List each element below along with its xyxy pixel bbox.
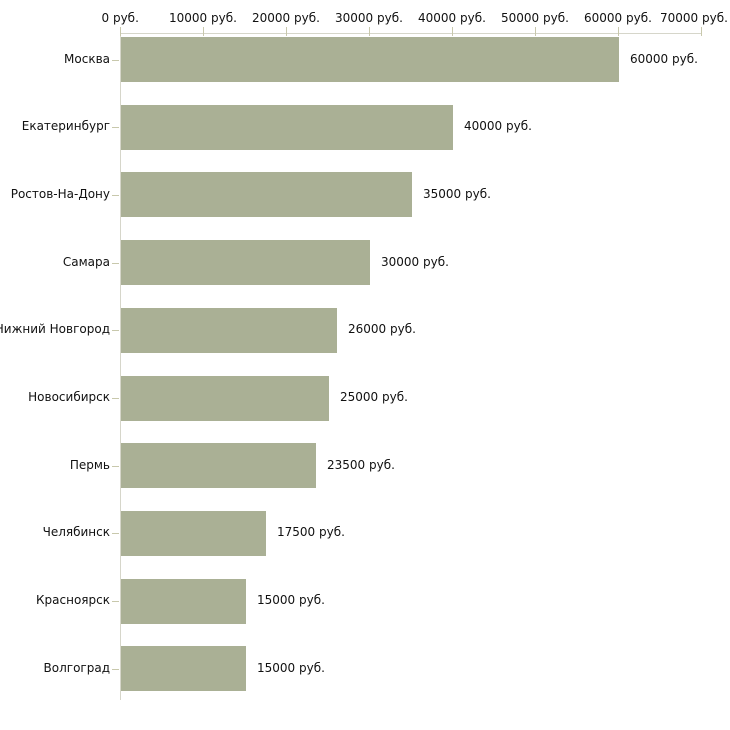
value-label: 17500 руб.	[277, 525, 345, 539]
x-axis-tick-label: 50000 руб.	[501, 11, 569, 25]
bar	[121, 240, 370, 285]
x-axis-tick	[618, 27, 619, 36]
y-axis-line	[120, 33, 121, 700]
bar	[121, 443, 316, 488]
x-axis-tick	[701, 27, 702, 36]
y-axis-tick	[112, 466, 119, 467]
x-axis-tick	[452, 27, 453, 36]
y-axis-tick	[112, 601, 119, 602]
y-axis-tick	[112, 195, 119, 196]
value-label: 30000 руб.	[381, 255, 449, 269]
value-label: 40000 руб.	[464, 119, 532, 133]
bar	[121, 172, 412, 217]
value-label: 60000 руб.	[630, 52, 698, 66]
y-axis-tick	[112, 533, 119, 534]
value-label: 35000 руб.	[423, 187, 491, 201]
category-label: Новосибирск	[28, 390, 110, 404]
category-label: Волгоград	[43, 661, 110, 675]
x-axis-tick	[286, 27, 287, 36]
category-label: Екатеринбург	[21, 119, 110, 133]
bar	[121, 37, 619, 82]
y-axis-tick	[112, 398, 119, 399]
value-label: 15000 руб.	[257, 661, 325, 675]
bar	[121, 511, 266, 556]
bar	[121, 646, 246, 691]
category-label: Красноярск	[36, 593, 110, 607]
value-label: 15000 руб.	[257, 593, 325, 607]
x-axis-tick	[535, 27, 536, 36]
value-label: 25000 руб.	[340, 390, 408, 404]
x-axis-tick-label: 40000 руб.	[418, 11, 486, 25]
category-label: Пермь	[69, 458, 110, 472]
bar	[121, 105, 453, 150]
x-axis-tick-label: 60000 руб.	[584, 11, 652, 25]
bar	[121, 579, 246, 624]
value-label: 26000 руб.	[348, 322, 416, 336]
category-label: Нижний Новгород	[0, 322, 110, 336]
category-label: Самара	[62, 255, 110, 269]
y-axis-tick	[112, 263, 119, 264]
category-label: Челябинск	[42, 525, 110, 539]
y-axis-tick	[112, 60, 119, 61]
x-axis-line	[120, 33, 702, 34]
bar	[121, 308, 337, 353]
value-label: 23500 руб.	[327, 458, 395, 472]
x-axis-tick	[203, 27, 204, 36]
x-axis-tick-label: 20000 руб.	[252, 11, 320, 25]
bar	[121, 376, 329, 421]
category-label: Ростов-На-Дону	[10, 187, 110, 201]
y-axis-tick	[112, 127, 119, 128]
x-axis-tick-label: 10000 руб.	[169, 11, 237, 25]
x-axis-tick	[120, 27, 121, 36]
y-axis-tick	[112, 330, 119, 331]
x-axis-tick	[369, 27, 370, 36]
x-axis-tick-label: 0 руб.	[101, 11, 139, 25]
x-axis-tick-label: 30000 руб.	[335, 11, 403, 25]
category-label: Москва	[64, 52, 110, 66]
y-axis-tick	[112, 669, 119, 670]
x-axis-tick-label: 70000 руб.	[660, 11, 728, 25]
